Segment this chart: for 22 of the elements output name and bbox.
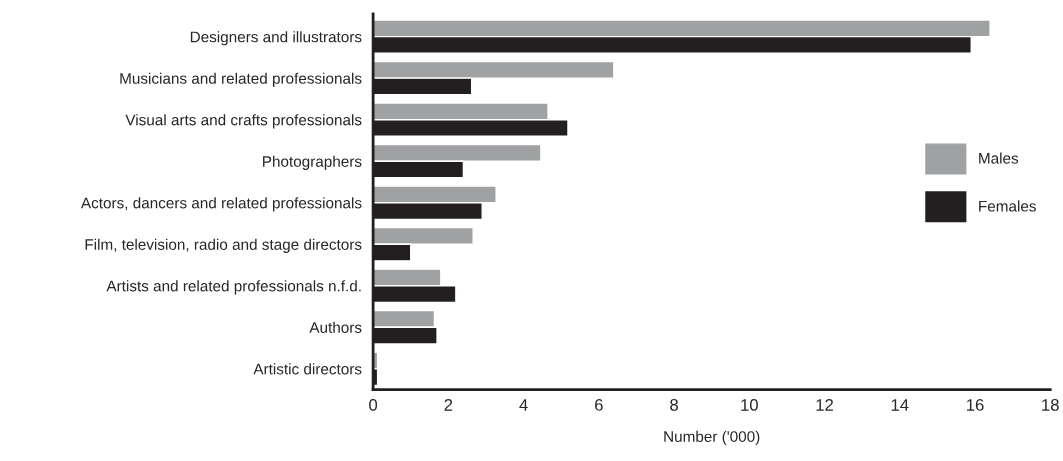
x-tick-label: 14	[891, 399, 909, 411]
y-tick-label: Artistic directors	[253, 363, 362, 375]
x-tick-label: 2	[444, 399, 453, 411]
y-tick-label: Actors, dancers and related professionals	[80, 197, 362, 212]
x-tick-label: 0	[369, 399, 378, 411]
y-tick-label: Visual arts and crafts professionals	[125, 114, 362, 129]
x-tick-label: 12	[816, 399, 833, 411]
y-tick-label: Authors	[309, 321, 362, 333]
x-tick-label: 6	[595, 399, 603, 411]
y-tick-label: Musicians and related professionals	[120, 72, 362, 87]
x-axis-title: Number ('000)	[664, 430, 760, 446]
y-tick-label: Photographers	[263, 155, 362, 170]
x-tick-label: 16	[967, 399, 984, 411]
x-tick-label: 18	[1042, 399, 1059, 411]
y-tick-label: Film, television, radio and stage directors	[85, 238, 362, 253]
legend-label: Females	[979, 200, 1036, 212]
y-tick-label: Designers and illustrators	[190, 31, 362, 46]
x-tick-label: 4	[519, 399, 528, 411]
x-tick-label: 10	[741, 399, 758, 411]
legend-label: Males	[979, 152, 1019, 164]
x-tick-label: 8	[670, 399, 678, 411]
y-tick-label: Artists and related professionals n.f.d.	[106, 280, 361, 295]
